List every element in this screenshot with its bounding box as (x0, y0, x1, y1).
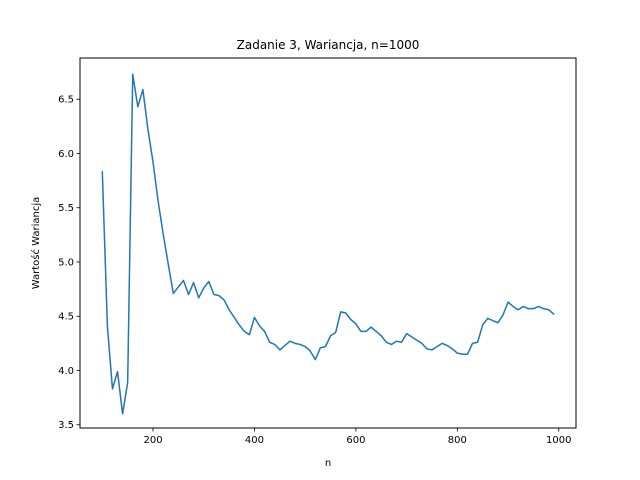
y-tick-label: 6.5 (58, 95, 74, 106)
plot-frame (79, 57, 577, 429)
x-tick-label: 400 (245, 435, 264, 446)
y-axis-ticks: 3.5 4.0 4.5 5.0 5.5 6.0 6.5 (58, 95, 80, 431)
plot-area (80, 58, 576, 428)
y-axis-label: Wartość Wariancja (30, 197, 42, 290)
x-tick-label: 1000 (546, 435, 571, 446)
x-axis-ticks: 200 400 600 800 1000 (143, 428, 571, 446)
y-tick-label: 5.5 (58, 203, 74, 214)
chart-title: Zadanie 3, Wariancja, n=1000 (237, 38, 420, 52)
series-group (101, 73, 555, 415)
x-tick-label: 200 (143, 435, 162, 446)
series-line (101, 73, 555, 415)
y-tick-label: 4.0 (58, 366, 74, 377)
x-tick-label: 800 (448, 435, 467, 446)
y-tick-label: 6.0 (58, 149, 74, 160)
x-tick-label: 600 (346, 435, 365, 446)
x-axis-label: n (325, 458, 331, 469)
y-tick-label: 3.5 (58, 420, 74, 431)
y-tick-label: 5.0 (58, 257, 74, 268)
y-tick-label: 4.5 (58, 312, 74, 323)
